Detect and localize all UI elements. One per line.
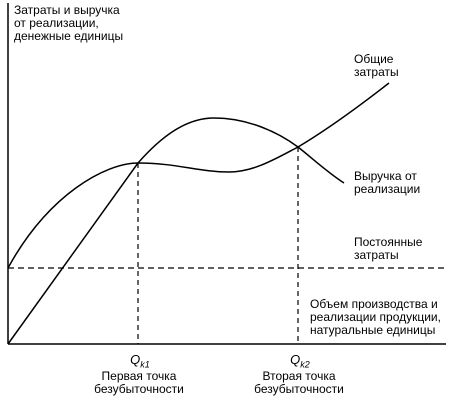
y-axis-label: Затраты и выручка от реализации, денежны… [14, 3, 124, 43]
qk2-symbol: Qk2 [290, 352, 310, 370]
total-cost-curve [7, 82, 390, 269]
qk2-caption: Вторая точка безубыточности [254, 369, 344, 396]
series-label-fixed-cost: Постоянные затраты [354, 235, 423, 262]
qk1-symbol: Qk1 [130, 352, 150, 370]
x-axis-label: Объем производства и реализации продукци… [310, 297, 441, 337]
series-label-total-cost: Общие затраты [354, 52, 399, 79]
series-label-revenue: Выручка от реализации [354, 169, 421, 196]
qk1-caption: Первая точка безубыточности [94, 369, 184, 396]
revenue-curve [7, 117, 345, 345]
